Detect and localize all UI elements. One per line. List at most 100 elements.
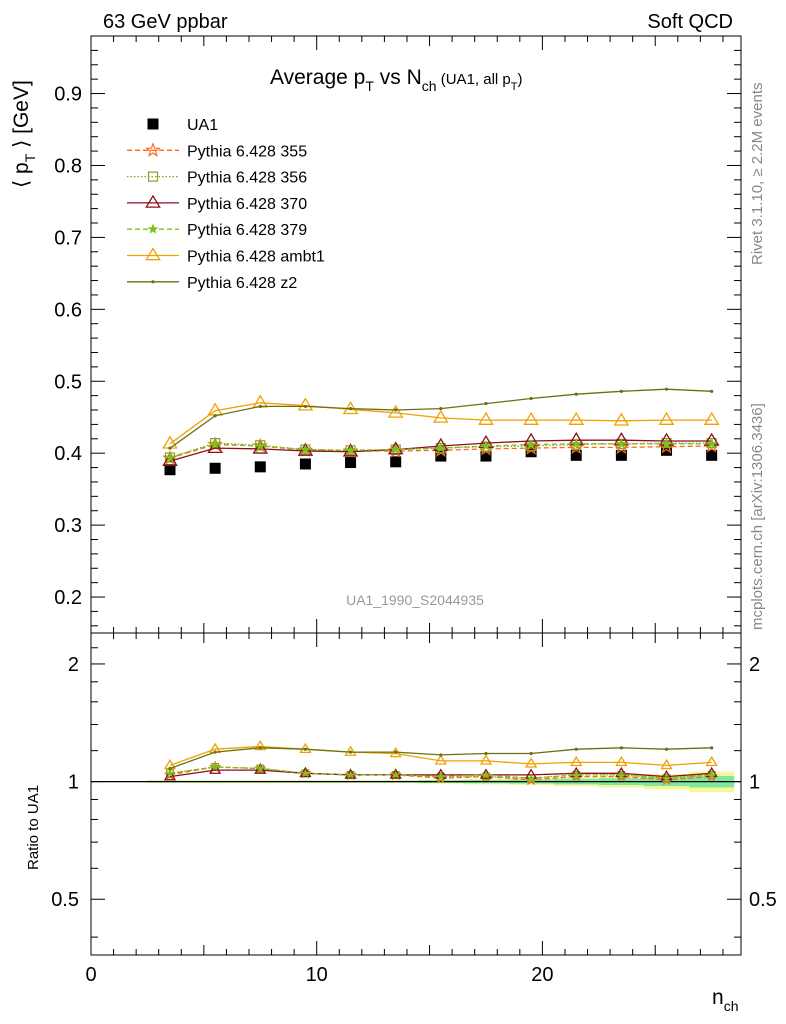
mc-point: [394, 408, 398, 412]
mc-point: [660, 758, 673, 770]
mc-point: [439, 753, 443, 757]
mc-point: [209, 438, 221, 449]
y-tick-label: 0.9: [54, 84, 82, 106]
main-series: [162, 387, 720, 476]
mc-point: [664, 747, 669, 751]
y-tick-label: 0.2: [54, 587, 82, 609]
mc-point: [210, 762, 220, 771]
ratio-series-line: [168, 746, 714, 771]
legend-item: Pythia 6.428 ambt1: [127, 247, 325, 266]
mc-point: [570, 755, 583, 767]
data-point: [435, 450, 447, 462]
mc-point: [619, 746, 623, 750]
data-point: [661, 444, 673, 456]
mc-point: [439, 406, 443, 411]
series: [168, 387, 714, 450]
x-tick-label: 20: [531, 964, 553, 986]
legend-label: Pythia 6.428 ambt1: [187, 249, 325, 266]
mc-point: [433, 409, 449, 423]
data-point: [147, 118, 159, 130]
mc-point: [705, 755, 718, 767]
data-point: [525, 446, 537, 458]
mc-point: [297, 397, 314, 411]
mcplots-label: mcplots.cern.ch [arXiv:1306.3436]: [749, 403, 766, 630]
legend-item: UA1: [147, 117, 218, 134]
mc-point: [703, 411, 720, 425]
mc-point: [658, 411, 675, 425]
mc-point: [258, 404, 262, 409]
ratio-y-tick-label: 1: [68, 772, 79, 794]
mc-point: [145, 194, 161, 208]
data-point: [615, 449, 627, 461]
legend-item: Pythia 6.428 z2: [127, 275, 297, 292]
data-point: [254, 461, 266, 473]
main-y-axis: 0.2 0.3 0.4 0.5 0.6 0.7 0.8 0.9: [54, 35, 741, 627]
mc-point: [436, 772, 446, 781]
mc-point: [168, 766, 172, 771]
ratio-series: [163, 739, 718, 786]
y-tick-label: 0.8: [54, 155, 82, 177]
mc-point: [524, 757, 538, 768]
legend-label: Pythia 6.428 370: [187, 196, 307, 213]
mc-point: [258, 746, 262, 750]
analysis-label: UA1_1990_S2044935: [346, 592, 484, 608]
mc-point: [707, 770, 716, 779]
ratio-y-tick-label-right: 1: [749, 772, 760, 794]
mc-point: [664, 387, 669, 391]
legend-item: Pythia 6.428 355: [127, 142, 307, 160]
data-point: [345, 457, 357, 469]
mc-point: [435, 442, 447, 453]
data-point: [299, 458, 311, 470]
x-axis-label: nch: [712, 986, 738, 1014]
process-label: Soft QCD: [647, 11, 733, 33]
mc-point: [147, 223, 159, 234]
mc-point: [523, 411, 539, 425]
mc-point: [390, 443, 402, 455]
ratio-y-tick-label: 0.5: [51, 889, 79, 911]
main-x-axis-ticks: [90, 36, 724, 633]
mc-point: [478, 411, 494, 425]
energy-label: 63 GeV ppbar: [103, 11, 228, 33]
mc-point: [252, 440, 269, 454]
mc-point: [164, 451, 176, 463]
mc-point: [710, 746, 714, 750]
mc-point: [303, 404, 308, 409]
mc-point: [303, 747, 308, 751]
mc-point: [345, 444, 356, 455]
data-point: [706, 449, 718, 461]
ratio-panel: 0.5 0.5 1 1 2 2 0 10 20: [51, 632, 777, 986]
main-panel: 0.2 0.3 0.4 0.5 0.6 0.7 0.8 0.9 Average pT vs N…: [54, 35, 742, 634]
mc-point: [484, 751, 488, 756]
ratio-y-tick-label-right: 2: [749, 654, 760, 676]
mc-point: [301, 768, 310, 777]
mc-point: [434, 754, 447, 765]
mc-point: [387, 404, 404, 418]
mc-point: [391, 770, 400, 779]
chart-title: Average pT vs Nch (UA1, all pT): [270, 66, 523, 94]
x-tick-label: 10: [306, 964, 328, 986]
ratio-y-tick-label: 2: [68, 654, 79, 676]
legend-item: Pythia 6.428 370: [127, 194, 307, 213]
series: [164, 444, 718, 476]
mc-point: [394, 750, 398, 754]
mc-point: [168, 446, 172, 450]
mc-point: [574, 392, 578, 396]
mc-point: [348, 750, 353, 754]
ratio-y-axis-label: Ratio to UA1: [25, 785, 42, 870]
ratio-x-axis: 0 10 20: [85, 633, 724, 986]
mc-point: [254, 739, 267, 751]
legend-item: Pythia 6.428 356: [127, 170, 307, 187]
mc-point: [255, 764, 265, 773]
data-point: [164, 464, 176, 476]
mc-point: [300, 443, 311, 455]
mc-point: [529, 751, 533, 756]
ratio-series-line: [165, 762, 716, 782]
mc-point: [209, 763, 222, 774]
legend-label: UA1: [187, 117, 218, 134]
mc-point: [162, 435, 178, 449]
ratio-frame: [90, 632, 742, 956]
mc-point: [163, 770, 177, 781]
y-tick-label: 0.6: [54, 299, 82, 321]
legend-label: Pythia 6.428 356: [187, 170, 307, 187]
